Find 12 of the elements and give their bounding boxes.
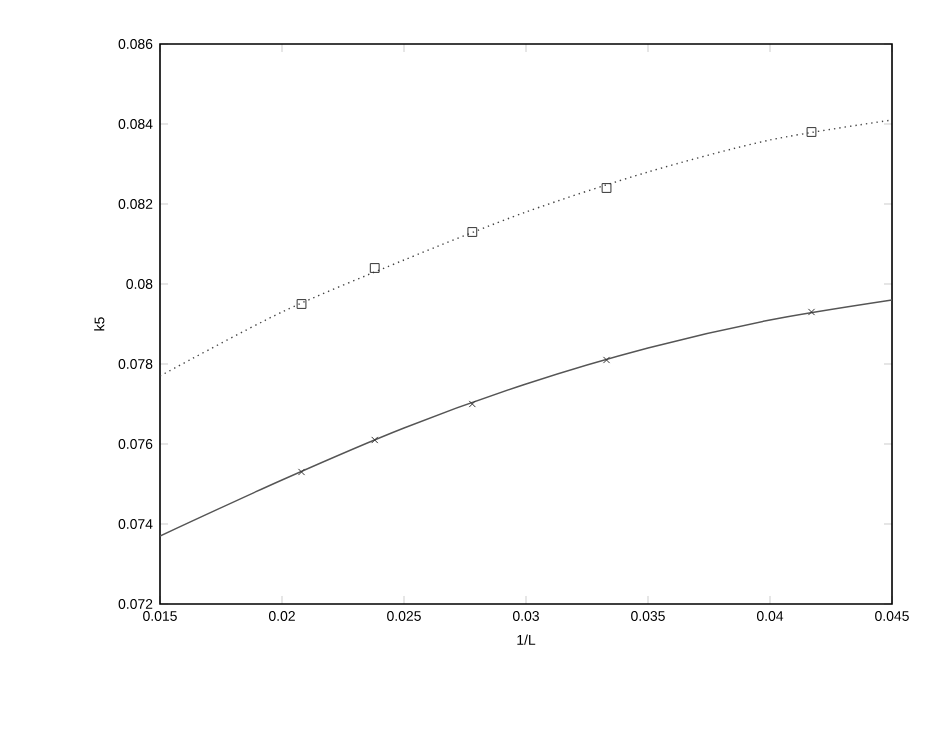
point	[601, 183, 612, 193]
point	[371, 436, 379, 444]
point	[468, 400, 476, 408]
point	[297, 468, 306, 476]
point	[296, 299, 307, 309]
point	[806, 127, 817, 137]
point	[467, 227, 478, 237]
point	[807, 308, 816, 316]
point	[602, 356, 611, 364]
point	[369, 263, 380, 273]
line-series	[160, 119, 893, 377]
line-series	[160, 299, 893, 537]
